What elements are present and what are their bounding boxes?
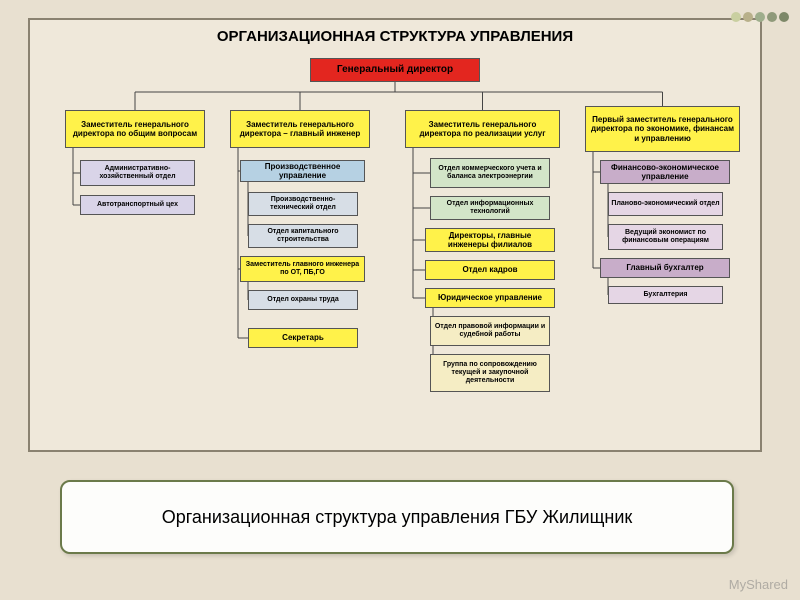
org-node: Ведущий экономист по финансовым операция… [608, 224, 723, 250]
chart-title: ОРГАНИЗАЦИОННАЯ СТРУКТУРА УПРАВЛЕНИЯ [30, 28, 760, 45]
caption-box: Организационная структура управления ГБУ… [60, 480, 734, 554]
org-node: Административно-хозяйственный отдел [80, 160, 195, 186]
org-chart-panel: ОРГАНИЗАЦИОННАЯ СТРУКТУРА УПРАВЛЕНИЯ Ген… [28, 18, 762, 452]
org-node: Заместитель генерального директора по об… [65, 110, 205, 148]
org-node: Юридическое управление [425, 288, 555, 308]
org-node: Отдел информационных технологий [430, 196, 550, 220]
org-node: Отдел капитального строительства [248, 224, 358, 248]
org-node: Директоры, главные инженеры филиалов [425, 228, 555, 252]
org-node: Производственное управление [240, 160, 365, 182]
org-node: Заместитель главного инженера по ОТ, ПБ,… [240, 256, 365, 282]
org-node: Отдел коммерческого учета и баланса элек… [430, 158, 550, 188]
org-node: Автотранспортный цех [80, 195, 195, 215]
org-node: Производственно-технический отдел [248, 192, 358, 216]
watermark: MyShared [729, 577, 788, 592]
org-node: Планово-экономический отдел [608, 192, 723, 216]
org-node: Группа по сопровождению текущей и закупо… [430, 354, 550, 392]
caption-text: Организационная структура управления ГБУ… [162, 507, 633, 528]
org-node: Секретарь [248, 328, 358, 348]
org-node: Генеральный директор [310, 58, 480, 82]
org-node: Отдел кадров [425, 260, 555, 280]
org-node: Заместитель генерального директора по ре… [405, 110, 560, 148]
org-node: Финансово-экономическое управление [600, 160, 730, 184]
org-node: Первый заместитель генерального директор… [585, 106, 740, 152]
org-node: Отдел правовой информации и судебной раб… [430, 316, 550, 346]
org-node: Заместитель генерального директора – гла… [230, 110, 370, 148]
decor-dots [730, 10, 790, 28]
org-node: Главный бухгалтер [600, 258, 730, 278]
org-node: Отдел охраны труда [248, 290, 358, 310]
org-node: Бухгалтерия [608, 286, 723, 304]
